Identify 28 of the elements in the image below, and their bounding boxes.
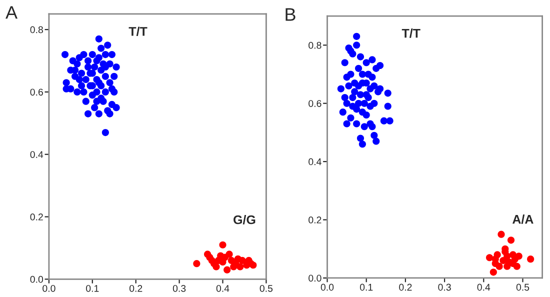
x-tick-label: 0.5: [260, 284, 273, 292]
x-tick-label: 0.5: [516, 284, 530, 291]
x-tick-label: 0.0: [42, 284, 56, 292]
annotation: A/A: [512, 214, 534, 224]
x-tick-label: 0.2: [129, 284, 142, 292]
chart-title: B: [286, 8, 296, 21]
x-tick-label: 0.1: [86, 284, 99, 292]
y-tick-label: 0.4: [30, 151, 44, 158]
y-tick-label: 0.6: [308, 100, 322, 107]
y-tick-label: 0.2: [30, 214, 43, 220]
y-tick-label: 0.4: [308, 158, 322, 166]
annotation: T/T: [128, 26, 148, 36]
x-tick-label: 0.0: [320, 284, 334, 291]
y-tick-label: 0.8: [308, 42, 322, 49]
x-tick-label: 0.3: [438, 284, 451, 291]
x-tick-label: 0.2: [399, 284, 412, 291]
x-tick-label: 0.4: [477, 284, 490, 291]
y-tick-label: 0.0: [308, 274, 322, 282]
y-tick-label: 0.8: [30, 26, 43, 34]
annotation: G/G: [234, 215, 256, 224]
x-tick-label: 0.1: [360, 284, 373, 291]
y-tick-label: 0.2: [308, 216, 322, 224]
y-tick-label: 0.6: [30, 88, 43, 96]
y-tick-label: 0.0: [30, 276, 44, 283]
x-tick-label: 0.4: [216, 284, 230, 292]
x-tick-label: 0.3: [172, 284, 186, 292]
annotation: T/T: [402, 28, 420, 38]
chart-title: A: [6, 6, 18, 19]
